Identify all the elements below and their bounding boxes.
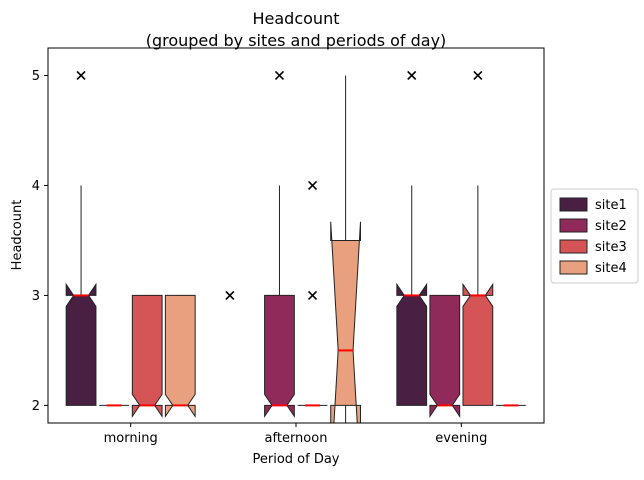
legend-frame [550,188,639,284]
box-body [264,294,295,419]
outlier-marker [473,70,483,81]
box-body [164,294,196,419]
legend-label: site2 [595,219,627,234]
y-axis-label: Headcount [10,200,25,271]
box-body [65,282,97,406]
legend-item-site4: site4 [559,260,627,276]
legend-swatch [559,218,588,233]
x-tick-label: afternoon [265,431,328,446]
axes: 2 3 4 5 morning afternoon evening [32,69,488,446]
legend-swatch [559,260,588,275]
y-tick-label: 5 [32,69,40,84]
outlier-stroke [307,290,318,300]
box-site1-morning [65,70,97,406]
x-axis-label: Period of Day [252,452,339,467]
box-site3-morning [131,294,163,419]
box-body [462,282,494,406]
outlier-marker [274,70,285,81]
outlier-marker [307,180,318,191]
box-body [429,294,461,419]
x-tick-label: evening [435,431,487,446]
outlier-marker [225,290,235,300]
plot-area [65,70,526,423]
box-site1-evening [396,70,428,406]
y-tick-label: 2 [32,399,40,414]
box-site4-morning [164,294,196,419]
x-tick-label: morning [104,431,158,446]
outlier-stroke [274,70,285,81]
legend-item-site2: site2 [559,218,627,234]
box-body [131,294,163,419]
outlier-stroke [407,70,417,81]
box-site2-afternoon [264,70,295,419]
y-tick-label: 3 [32,289,40,304]
legend-label: site1 [595,198,627,213]
chart-title: Headcount [253,9,340,28]
box-site3-afternoon [297,180,328,407]
legend: site1 site2 site3 site4 [550,188,639,284]
y-tick-label: 4 [32,179,40,194]
outlier-stroke [473,70,483,81]
outlier-stroke [307,180,318,191]
box-body [396,282,428,406]
box-site4-afternoon [330,75,361,423]
outlier-marker [307,290,318,300]
chart-subtitle: (grouped by sites and periods of day) [146,31,447,50]
legend-swatch [559,197,588,212]
legend-item-site1: site1 [559,197,627,213]
outlier-stroke [225,290,235,300]
box-body [330,221,361,423]
legend-label: site3 [595,240,627,255]
legend-swatch [559,239,588,254]
legend-item-site3: site3 [559,239,627,255]
outlier-stroke [76,70,86,81]
outlier-marker [407,70,417,81]
outlier-marker [76,70,86,81]
legend-label: site4 [595,261,627,276]
box-site2-evening [429,294,461,419]
box-site3-evening [462,70,494,406]
